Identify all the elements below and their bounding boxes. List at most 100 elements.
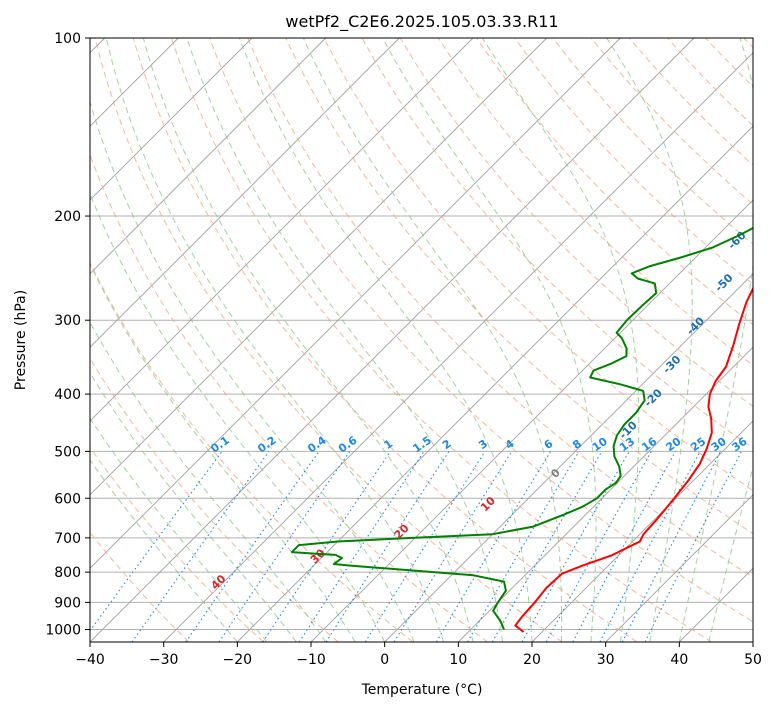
y-tick-label: 900 bbox=[54, 595, 81, 611]
mixing-ratio-line bbox=[90, 451, 223, 632]
dry-adiabat-line bbox=[90, 153, 488, 642]
moist-adiabat-line bbox=[382, 38, 597, 642]
y-tick-label: 300 bbox=[54, 313, 81, 329]
y-tick-label: 500 bbox=[54, 444, 81, 460]
x-tick-label: 40 bbox=[670, 652, 688, 668]
chart-title: wetPf2_C2E6.2025.105.03.33.R11 bbox=[285, 12, 558, 32]
isotherm-line bbox=[90, 38, 327, 275]
y-tick-label: 400 bbox=[54, 387, 81, 403]
moist-adiabat-line bbox=[481, 38, 640, 642]
moist-adiabat-line bbox=[90, 262, 356, 642]
y-tick-label: 800 bbox=[54, 565, 81, 581]
dry-adiabat-line bbox=[743, 38, 753, 49]
mixing-ratio-line bbox=[364, 451, 486, 642]
x-tick-label: 20 bbox=[523, 652, 541, 668]
isotherm-line bbox=[90, 38, 548, 496]
moist-adiabat-line bbox=[238, 38, 533, 642]
mixing-ratio-line bbox=[435, 451, 552, 642]
dry-adiabat-line bbox=[323, 38, 753, 492]
mixing-ratio-line bbox=[298, 451, 425, 642]
mixing-ratio-label: 0.4 bbox=[305, 433, 329, 455]
y-tick-label: 700 bbox=[54, 531, 81, 547]
y-tick-label: 100 bbox=[54, 31, 81, 47]
mixing-ratio-label: 0.1 bbox=[208, 434, 231, 456]
moist-adiabat-line bbox=[90, 100, 415, 642]
isotherm-line bbox=[605, 494, 753, 642]
mixing-ratio-line bbox=[621, 451, 722, 642]
dry-adiabat-line bbox=[476, 38, 753, 326]
x-tick-label: 50 bbox=[744, 652, 762, 668]
x-axis-title: Temperature (°C) bbox=[361, 682, 483, 698]
moist-adiabat-line bbox=[90, 417, 268, 642]
mixing-ratio-line bbox=[131, 451, 270, 642]
moist-adiabat-line bbox=[708, 465, 753, 642]
mixing-ratio-label: 1.5 bbox=[410, 434, 433, 456]
dry-adiabat-line bbox=[514, 38, 753, 285]
isotherm-line bbox=[90, 38, 474, 422]
moist-adiabat-line bbox=[142, 38, 474, 642]
mixing-ratio-line bbox=[325, 451, 450, 642]
isotherm-line bbox=[384, 273, 753, 642]
x-tick-label: 10 bbox=[449, 652, 467, 668]
isotherm-line bbox=[678, 567, 753, 642]
x-tick-label: 0 bbox=[380, 652, 389, 668]
isotherm-line bbox=[90, 38, 621, 569]
moist-adiabat-label: -30 bbox=[660, 353, 683, 376]
dry-adiabat-line bbox=[437, 38, 753, 366]
mixing-ratio-line bbox=[262, 451, 391, 642]
isotherm-line bbox=[163, 52, 753, 642]
mixing-ratio-label: 2 bbox=[440, 437, 454, 452]
dry-adiabat-line bbox=[94, 38, 563, 642]
moist-adiabat-label: 0 bbox=[548, 466, 563, 481]
isotherm-line bbox=[90, 38, 400, 348]
moist-adiabat-label: -70 bbox=[750, 175, 773, 198]
isotherm-line bbox=[90, 38, 253, 201]
dry-adiabat-line bbox=[170, 38, 712, 642]
x-tick-label: −30 bbox=[149, 652, 179, 668]
y-axis-title: Pressure (hPa) bbox=[13, 290, 29, 390]
dry-adiabat-line bbox=[90, 357, 339, 642]
dry-adiabat-line bbox=[132, 38, 638, 642]
plot-area: 0.10.20.40.611.52346810131620253036-100-… bbox=[90, 38, 773, 642]
moist-adiabat-line bbox=[90, 192, 386, 642]
moist-adiabat-line bbox=[186, 38, 503, 642]
dry-adiabat-line bbox=[285, 38, 753, 535]
mixing-ratio-line bbox=[545, 451, 652, 642]
moist-adiabat-line bbox=[606, 38, 693, 642]
x-tick-label: −20 bbox=[223, 652, 253, 668]
dry-adiabat-line bbox=[90, 446, 264, 642]
dry-adiabat-line bbox=[209, 38, 753, 623]
x-tick-label: −10 bbox=[296, 652, 326, 668]
mixing-ratio-line bbox=[599, 451, 701, 642]
sounding-series-0 bbox=[514, 286, 753, 633]
mixing-ratio-label: 0.6 bbox=[336, 433, 360, 455]
sounding-series-1 bbox=[290, 226, 753, 630]
plot-frame bbox=[89, 37, 754, 643]
y-tick-label: 200 bbox=[54, 209, 81, 225]
moist-adiabat-label: -50 bbox=[712, 271, 735, 294]
moist-adiabat-line bbox=[678, 38, 753, 642]
y-axis: 100 200 300 400 500 600 700 800 900 1000 bbox=[45, 31, 90, 638]
moist-adiabat-label: 40 bbox=[208, 572, 228, 592]
isotherm-line bbox=[90, 38, 695, 642]
dry-adiabat-line bbox=[247, 38, 753, 578]
dry-adiabat-line bbox=[705, 38, 753, 88]
moist-adiabat-label: -40 bbox=[684, 314, 707, 337]
dry-adiabat-line bbox=[552, 38, 753, 245]
moist-adiabat-line bbox=[302, 38, 563, 642]
isotherm-line bbox=[531, 420, 753, 642]
x-tick-label: −40 bbox=[75, 652, 105, 668]
moist-adiabat-line bbox=[90, 459, 238, 642]
mixing-ratio-label: 6 bbox=[542, 437, 556, 452]
y-tick-label: 600 bbox=[54, 491, 81, 507]
mixing-ratio-line bbox=[491, 451, 603, 642]
moist-adiabat-line bbox=[90, 371, 297, 642]
mixing-ratio-line bbox=[644, 451, 742, 642]
isotherm-line bbox=[457, 346, 753, 642]
moist-adiabat-label: 10 bbox=[478, 494, 498, 514]
x-tick-label: 30 bbox=[597, 652, 615, 668]
mixing-ratio-line bbox=[521, 451, 630, 642]
mixing-ratio-line bbox=[572, 451, 676, 642]
mixing-ratio-line bbox=[467, 451, 580, 642]
